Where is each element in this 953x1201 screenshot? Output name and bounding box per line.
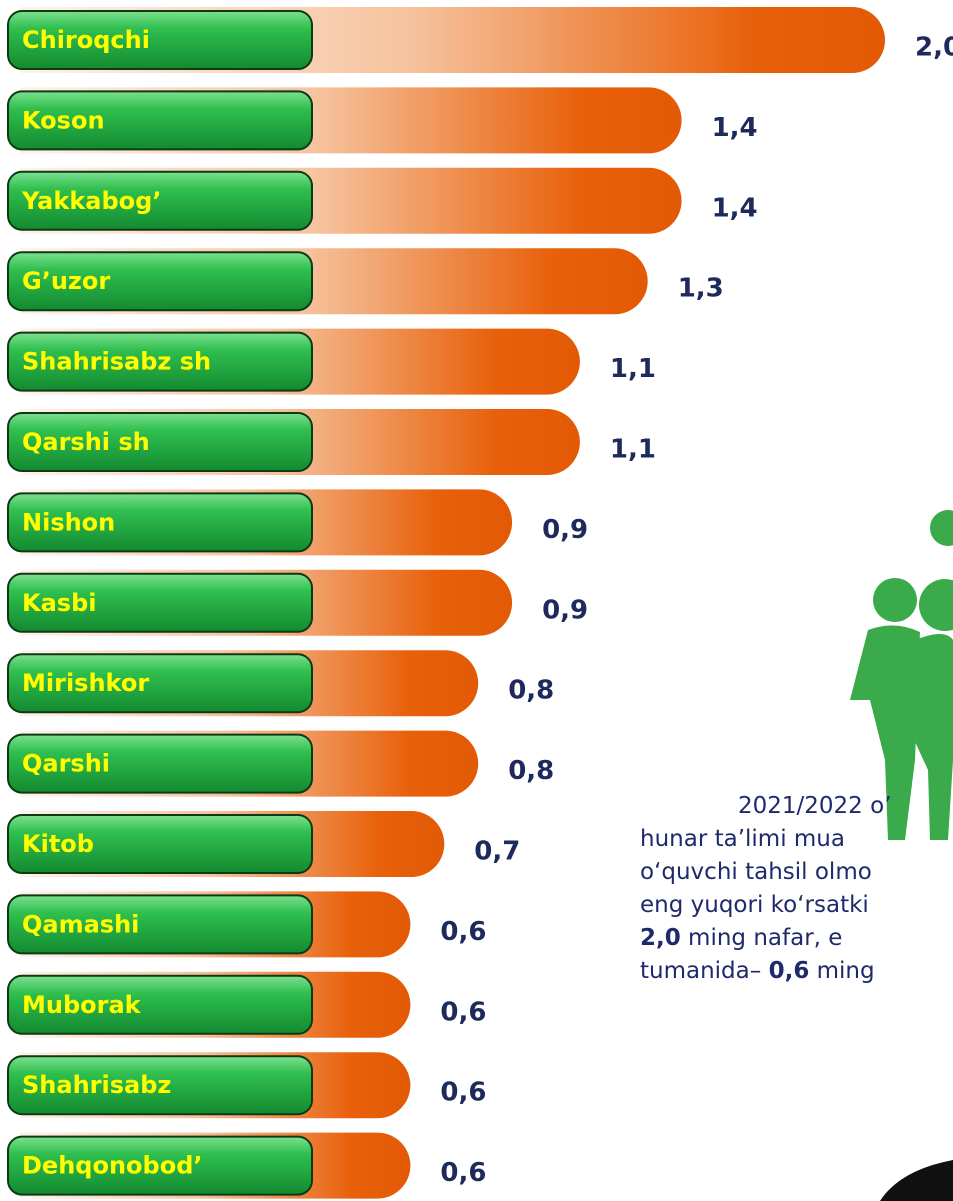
- category-pill: [7, 653, 313, 714]
- annotation-line: hunar ta’limi mua: [640, 826, 845, 852]
- annotation-segment: tumanida–: [640, 958, 769, 984]
- corner-shape: [880, 1160, 953, 1201]
- category-pill: [7, 251, 313, 312]
- value-label: 0,9: [542, 515, 588, 545]
- category-pill: [7, 974, 313, 1035]
- category-label: Shahrisabz: [22, 1071, 171, 1099]
- category-label: Nishon: [22, 508, 115, 536]
- value-label: 1,4: [712, 113, 758, 143]
- category-label: Qarshi: [22, 750, 110, 778]
- value-label: 2,0: [915, 33, 953, 63]
- annotation-segment: 0,6: [769, 958, 810, 984]
- category-label: Dehqonobod’: [22, 1152, 203, 1180]
- annotation-line: tumanida– 0,6 ming: [640, 958, 875, 984]
- annotation-line: 2,0 ming nafar, e: [640, 925, 842, 951]
- value-label: 1,3: [678, 274, 724, 304]
- category-pill: [7, 1135, 313, 1196]
- category-label: Yakkabog’: [21, 187, 161, 215]
- category-pill: [7, 331, 313, 392]
- category-label: Muborak: [22, 991, 142, 1019]
- category-pill: [7, 894, 313, 955]
- value-label: 1,1: [610, 435, 656, 465]
- category-label: Koson: [22, 106, 105, 134]
- annotation-line: o‘quvchi tahsil olmo: [640, 859, 872, 885]
- category-label: G’uzor: [22, 267, 110, 295]
- value-label: 0,6: [440, 1158, 486, 1188]
- category-pill: [7, 492, 313, 553]
- annotation-segment: hunar ta’limi mua: [640, 826, 845, 852]
- annotation-segment: ming nafar, e: [681, 925, 843, 951]
- annotation-segment: o‘quvchi tahsil olmo: [640, 859, 872, 885]
- value-label: 1,1: [610, 354, 656, 384]
- category-label: Kasbi: [22, 589, 96, 617]
- annotation-line: eng yuqori ko‘rsatki: [640, 892, 869, 918]
- value-label: 0,6: [440, 917, 486, 947]
- category-label: Mirishkor: [22, 669, 149, 697]
- annotation-segment: ming: [809, 958, 874, 984]
- category-pill: [7, 170, 313, 231]
- annotation-segment: eng yuqori ko‘rsatki: [640, 892, 869, 918]
- value-label: 0,8: [508, 756, 554, 786]
- category-label: Shahrisabz sh: [22, 348, 211, 376]
- category-pill: [7, 733, 313, 794]
- annotation: 2021/2022 o’ hunar ta’limi mua o‘quvchi ta…: [640, 793, 892, 984]
- value-label: 0,9: [542, 595, 588, 625]
- category-pill: [7, 90, 313, 151]
- category-label: Qarshi sh: [22, 428, 150, 456]
- annotation-segment: 2021/2022 o’: [738, 793, 892, 819]
- value-label: 0,8: [508, 676, 554, 706]
- annotation-line: 2021/2022 o’: [738, 793, 892, 819]
- category-pill: [7, 412, 313, 472]
- category-pill: [7, 1055, 313, 1116]
- annotation-segment: 2,0: [640, 925, 681, 951]
- category-pill: [7, 814, 313, 874]
- category-pill: [7, 572, 313, 633]
- category-label: Chiroqchi: [22, 26, 150, 54]
- value-label: 0,7: [474, 837, 520, 867]
- value-label: 0,6: [440, 997, 486, 1027]
- category-pill: [7, 10, 313, 70]
- people-icon: [850, 510, 953, 840]
- value-label: 0,6: [440, 1078, 486, 1108]
- category-label: Kitob: [22, 830, 94, 858]
- value-label: 1,4: [712, 193, 758, 223]
- bars: Chiroqchi 2,0 Koson 1,4 Yakkabog’ 1,4 G’uzor 1,…: [7, 7, 953, 1199]
- category-label: Qamashi: [22, 910, 139, 938]
